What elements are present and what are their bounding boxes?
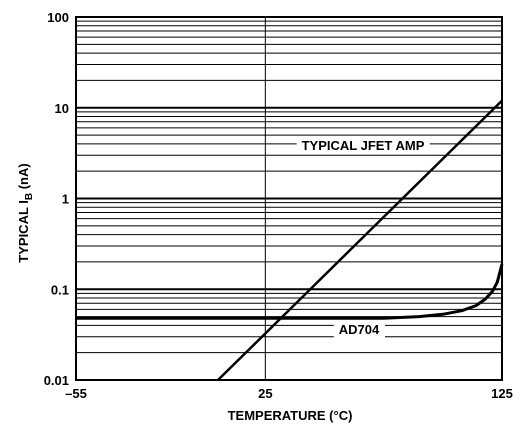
y-tick-label: 100 <box>47 10 69 25</box>
y-tick-label: 10 <box>55 101 69 116</box>
y-tick-label: 1 <box>62 192 69 207</box>
x-tick-label: 25 <box>258 386 272 401</box>
y-axis-label-unit: (nA) <box>16 163 31 193</box>
y-axis-label-main: TYPICAL I <box>16 200 31 263</box>
y-axis-label: TYPICAL IB (nA) <box>16 163 35 262</box>
series-line-0 <box>217 99 503 381</box>
x-tick-label: –55 <box>65 386 87 401</box>
x-axis-label: TEMPERATURE (°C) <box>228 408 353 423</box>
series-layer <box>76 99 504 381</box>
y-axis-label-subscript: B <box>24 193 35 200</box>
series-label-1: AD704 <box>339 322 380 337</box>
tick-labels: 0.01 0.1 1 10 100 –55 25 125 <box>44 10 513 401</box>
series-labels: TYPICAL JFET AMP AD704 <box>296 137 430 338</box>
series-label-bg <box>333 321 386 338</box>
series-line-1 <box>76 263 504 320</box>
series-label-0: TYPICAL JFET AMP <box>302 138 425 153</box>
y-tick-label: 0.01 <box>44 373 69 388</box>
minor-grid <box>76 20 502 354</box>
y-tick-label: 0.1 <box>51 282 69 297</box>
plot-frame <box>75 16 503 381</box>
x-tick-label: 125 <box>491 386 513 401</box>
series-label-bg <box>296 137 430 154</box>
